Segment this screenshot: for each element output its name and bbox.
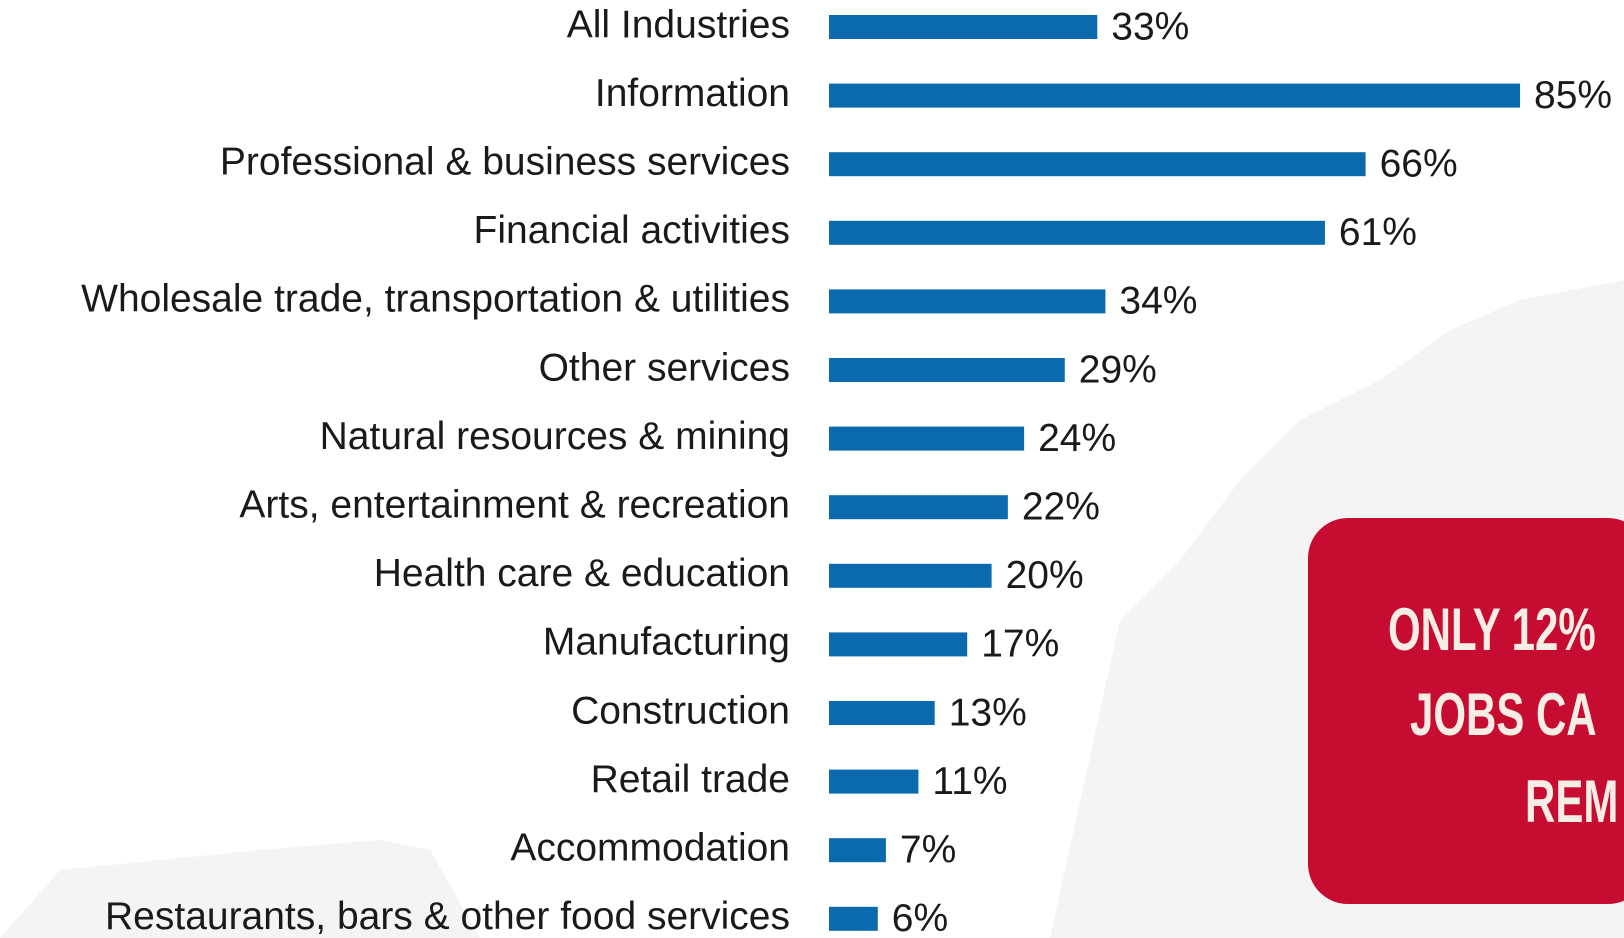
bar: [829, 152, 1366, 177]
value-label: 29%: [1079, 348, 1157, 391]
value-label: 13%: [949, 691, 1027, 734]
category-label: Restaurants, bars & other food services: [105, 895, 790, 938]
annotation-box: [1308, 518, 1624, 904]
category-label: Arts, entertainment & recreation: [239, 483, 790, 526]
value-label: 24%: [1038, 417, 1116, 460]
category-label: Construction: [571, 689, 790, 732]
annotation: ONLY 12% JOBS CA REM: [1308, 518, 1624, 904]
category-label: Professional & business services: [220, 140, 790, 183]
bar: [829, 426, 1025, 451]
category-label: Manufacturing: [543, 621, 790, 664]
bar: [829, 838, 886, 863]
value-label: 66%: [1380, 142, 1458, 185]
bar: [829, 289, 1106, 314]
value-label: 61%: [1339, 211, 1417, 254]
annotation-text: ONLY 12%: [1388, 596, 1596, 663]
category-label: Information: [595, 72, 790, 115]
bar: [829, 632, 968, 657]
value-label: 17%: [981, 623, 1059, 666]
category-label: Accommodation: [510, 826, 790, 869]
category-label: Financial activities: [474, 209, 790, 252]
bar: [829, 220, 1325, 245]
bar: [829, 701, 935, 725]
annotation-text: JOBS CA: [1410, 681, 1597, 748]
value-label: 20%: [1006, 554, 1084, 597]
category-label: Natural resources & mining: [320, 415, 790, 458]
bar: [829, 15, 1098, 39]
bar: [829, 563, 992, 588]
bar: [829, 495, 1008, 520]
bar: [829, 358, 1065, 382]
category-label: All Industries: [567, 3, 790, 46]
category-label: Retail trade: [591, 758, 790, 801]
category-label: Other services: [539, 346, 790, 389]
value-label: 11%: [932, 760, 1007, 803]
value-label: 85%: [1534, 74, 1612, 117]
category-label: Wholesale trade, transportation & utilit…: [81, 278, 790, 321]
category-label: Health care & education: [374, 552, 790, 595]
bar: [829, 906, 878, 931]
bar: [829, 83, 1521, 108]
value-label: 33%: [1111, 5, 1189, 48]
value-label: 22%: [1022, 485, 1100, 528]
value-label: 7%: [900, 828, 956, 871]
annotation-text: REM: [1525, 768, 1618, 835]
value-label: 34%: [1119, 280, 1197, 323]
bar: [829, 769, 919, 794]
value-label: 6%: [892, 897, 948, 938]
